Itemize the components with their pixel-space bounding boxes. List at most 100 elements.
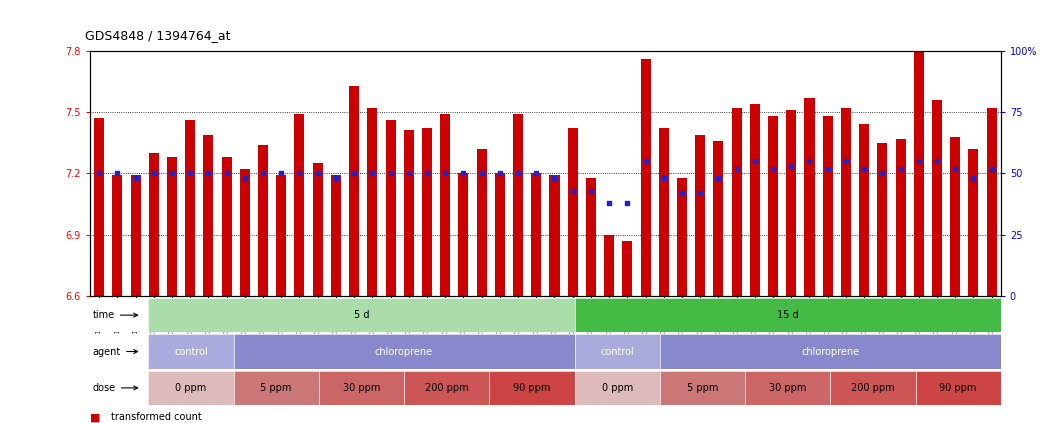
Bar [714, 141, 723, 296]
Bar [859, 124, 869, 296]
Bar [459, 173, 468, 296]
Point [291, 170, 308, 177]
Bar [258, 145, 268, 296]
Point [638, 158, 654, 165]
Bar [877, 143, 887, 296]
Point [564, 187, 581, 194]
Bar [130, 176, 141, 296]
Bar [367, 108, 377, 296]
Bar [604, 235, 614, 296]
Point [145, 170, 162, 177]
Bar [167, 157, 177, 296]
Bar [914, 51, 923, 296]
Text: 30 ppm: 30 ppm [343, 383, 380, 393]
Text: chloroprene: chloroprene [802, 346, 859, 357]
Bar [586, 178, 596, 296]
Point [200, 170, 217, 177]
Bar [932, 100, 943, 296]
Point [856, 165, 873, 172]
Bar [495, 173, 505, 296]
Point [820, 165, 837, 172]
Point [892, 165, 909, 172]
Bar [421, 129, 432, 296]
Bar [185, 120, 195, 296]
Bar [203, 135, 214, 296]
Point [182, 170, 199, 177]
Point [911, 158, 928, 165]
Point [656, 175, 672, 182]
Text: 200 ppm: 200 ppm [425, 383, 468, 393]
Text: 5 d: 5 d [354, 310, 370, 320]
Text: agent: agent [93, 346, 138, 357]
Bar [823, 116, 832, 296]
Point [783, 163, 800, 170]
Bar [750, 104, 760, 296]
Bar [239, 169, 250, 296]
Bar [732, 108, 741, 296]
Bar [659, 129, 669, 296]
Point [801, 158, 818, 165]
Text: 5 ppm: 5 ppm [261, 383, 292, 393]
Bar [841, 108, 851, 296]
Text: 200 ppm: 200 ppm [851, 383, 895, 393]
Point [929, 158, 946, 165]
Text: chloroprene: chloroprene [375, 346, 433, 357]
Point [109, 170, 126, 177]
Bar [641, 59, 650, 296]
Point [218, 170, 235, 177]
Point [710, 175, 726, 182]
Point [692, 190, 708, 196]
Point [455, 170, 472, 177]
Point [273, 170, 290, 177]
Text: GDS4848 / 1394764_at: GDS4848 / 1394764_at [85, 29, 230, 42]
Bar [148, 153, 159, 296]
Point [327, 175, 344, 182]
Text: 5 ppm: 5 ppm [686, 383, 718, 393]
Bar [677, 178, 687, 296]
Point [436, 170, 453, 177]
Text: 0 ppm: 0 ppm [175, 383, 207, 393]
Bar [513, 114, 523, 296]
Point [729, 165, 746, 172]
Point [947, 165, 964, 172]
Text: control: control [600, 346, 634, 357]
Point [747, 158, 764, 165]
Point [765, 165, 782, 172]
Bar [623, 241, 632, 296]
Bar [221, 157, 232, 296]
Text: transformed count: transformed count [111, 412, 202, 422]
Text: 90 ppm: 90 ppm [514, 383, 551, 393]
Bar [987, 108, 997, 296]
Bar [786, 110, 796, 296]
Text: 15 d: 15 d [777, 310, 798, 320]
Point [418, 170, 435, 177]
Point [473, 170, 490, 177]
Bar [276, 176, 286, 296]
Point [618, 200, 635, 206]
Point [838, 158, 855, 165]
Bar [330, 176, 341, 296]
Point [674, 190, 690, 196]
Text: dose: dose [93, 383, 138, 393]
Bar [532, 173, 541, 296]
Bar [385, 120, 396, 296]
Point [345, 170, 362, 177]
Bar [950, 137, 961, 296]
Text: 30 ppm: 30 ppm [769, 383, 806, 393]
Bar [805, 98, 814, 296]
Point [254, 170, 271, 177]
Point [400, 170, 417, 177]
Bar [896, 139, 905, 296]
Point [382, 170, 399, 177]
Point [874, 170, 891, 177]
Point [163, 170, 180, 177]
Point [527, 170, 544, 177]
Bar [695, 135, 705, 296]
Point [127, 175, 144, 182]
Text: time: time [93, 310, 138, 320]
Bar [968, 149, 979, 296]
Bar [349, 85, 359, 296]
Text: control: control [174, 346, 208, 357]
Point [582, 187, 599, 194]
Bar [94, 118, 104, 296]
